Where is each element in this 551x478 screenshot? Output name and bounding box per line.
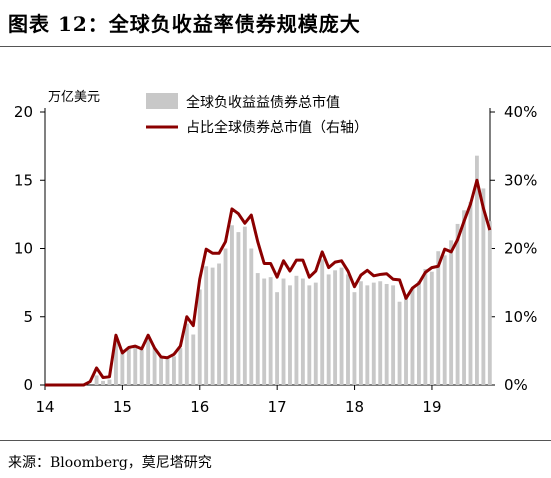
bar <box>236 232 241 385</box>
bar <box>204 266 209 385</box>
left-y-tick-label: 0 <box>23 376 33 394</box>
x-tick-label: 16 <box>190 398 209 416</box>
bar <box>487 221 492 385</box>
bar <box>307 285 312 385</box>
left-y-tick-label: 10 <box>14 240 33 258</box>
bar <box>339 267 344 385</box>
bar <box>139 349 144 385</box>
bar <box>416 281 421 385</box>
right-y-tick-label: 0% <box>504 376 528 394</box>
right-y-tick-label: 10% <box>504 308 537 326</box>
bar <box>120 349 125 385</box>
bar <box>313 282 318 385</box>
bar <box>346 274 350 385</box>
bar <box>481 188 486 385</box>
bar <box>449 240 454 385</box>
bar <box>281 278 286 385</box>
footer-divider <box>0 440 551 441</box>
bar <box>423 268 428 385</box>
legend: 全球负收益益债券总市值 占比全球债券总市值（右轴） <box>146 93 368 136</box>
right-y-tick-label: 30% <box>504 171 537 189</box>
bar <box>474 155 479 385</box>
bar <box>468 202 473 385</box>
bar <box>397 301 402 385</box>
bar <box>255 273 260 385</box>
bar <box>184 323 189 385</box>
bar <box>429 271 434 385</box>
bar <box>133 346 138 385</box>
bar <box>333 270 338 385</box>
bar <box>101 380 105 385</box>
bar <box>146 338 151 385</box>
x-tick-label: 18 <box>345 398 364 416</box>
legend-bar-swatch <box>146 93 178 109</box>
bar <box>262 278 267 385</box>
bar <box>165 357 170 385</box>
ratio-line <box>45 178 492 387</box>
bar <box>126 346 131 385</box>
bar <box>436 251 441 385</box>
source-note: 来源：Bloomberg，莫尼塔研究 <box>8 455 212 471</box>
x-tick-label: 14 <box>35 398 54 416</box>
right-y-tick-label: 40% <box>504 103 537 121</box>
bar <box>378 281 383 385</box>
left-y-tick-label: 5 <box>23 308 33 326</box>
bar <box>371 282 376 385</box>
bar <box>242 226 247 385</box>
left-y-tick-label: 20 <box>14 103 33 121</box>
bar <box>107 379 112 385</box>
legend-line-label: 占比全球债券总市值（右轴） <box>186 119 368 136</box>
bar <box>462 210 466 385</box>
bar <box>230 225 234 385</box>
bar <box>365 285 370 385</box>
bar <box>384 283 389 385</box>
bar <box>410 288 415 385</box>
bar <box>171 356 176 385</box>
right-y-tick-label: 20% <box>504 240 537 258</box>
bar <box>404 294 408 385</box>
bar <box>217 263 221 385</box>
bar <box>249 248 254 385</box>
bar <box>288 285 292 385</box>
title-divider <box>0 46 551 47</box>
bar <box>455 223 460 385</box>
bar <box>352 292 357 385</box>
bar <box>326 274 331 385</box>
legend-bar-label: 全球负收益益债券总市值 <box>186 94 340 111</box>
bar <box>300 278 305 385</box>
bar <box>275 292 280 385</box>
chart-title: 图表 12：全球负收益率债券规模庞大 <box>8 12 361 36</box>
bar <box>268 277 273 385</box>
bar <box>391 285 396 385</box>
x-tick-label: 17 <box>268 398 287 416</box>
bar <box>152 348 157 385</box>
bar <box>94 375 99 385</box>
x-tick-label: 15 <box>113 398 132 416</box>
bar <box>358 281 363 385</box>
bar <box>320 259 325 385</box>
bar <box>223 248 228 385</box>
bars-layer <box>94 155 492 385</box>
bar <box>113 341 118 385</box>
bar <box>210 267 215 385</box>
left-y-tick-label: 15 <box>14 171 33 189</box>
bar <box>442 255 447 385</box>
left-axis-unit-label: 万亿美元 <box>48 90 100 105</box>
x-tick-label: 19 <box>422 398 441 416</box>
bar <box>197 289 202 385</box>
bar <box>178 348 183 385</box>
bar <box>294 275 299 385</box>
bar <box>191 334 196 385</box>
labels-layer: 0 5 10 15 20 0% 10% 20% 30% 40% 14 15 16 17 18 19 <box>14 103 537 416</box>
bar <box>159 357 163 385</box>
